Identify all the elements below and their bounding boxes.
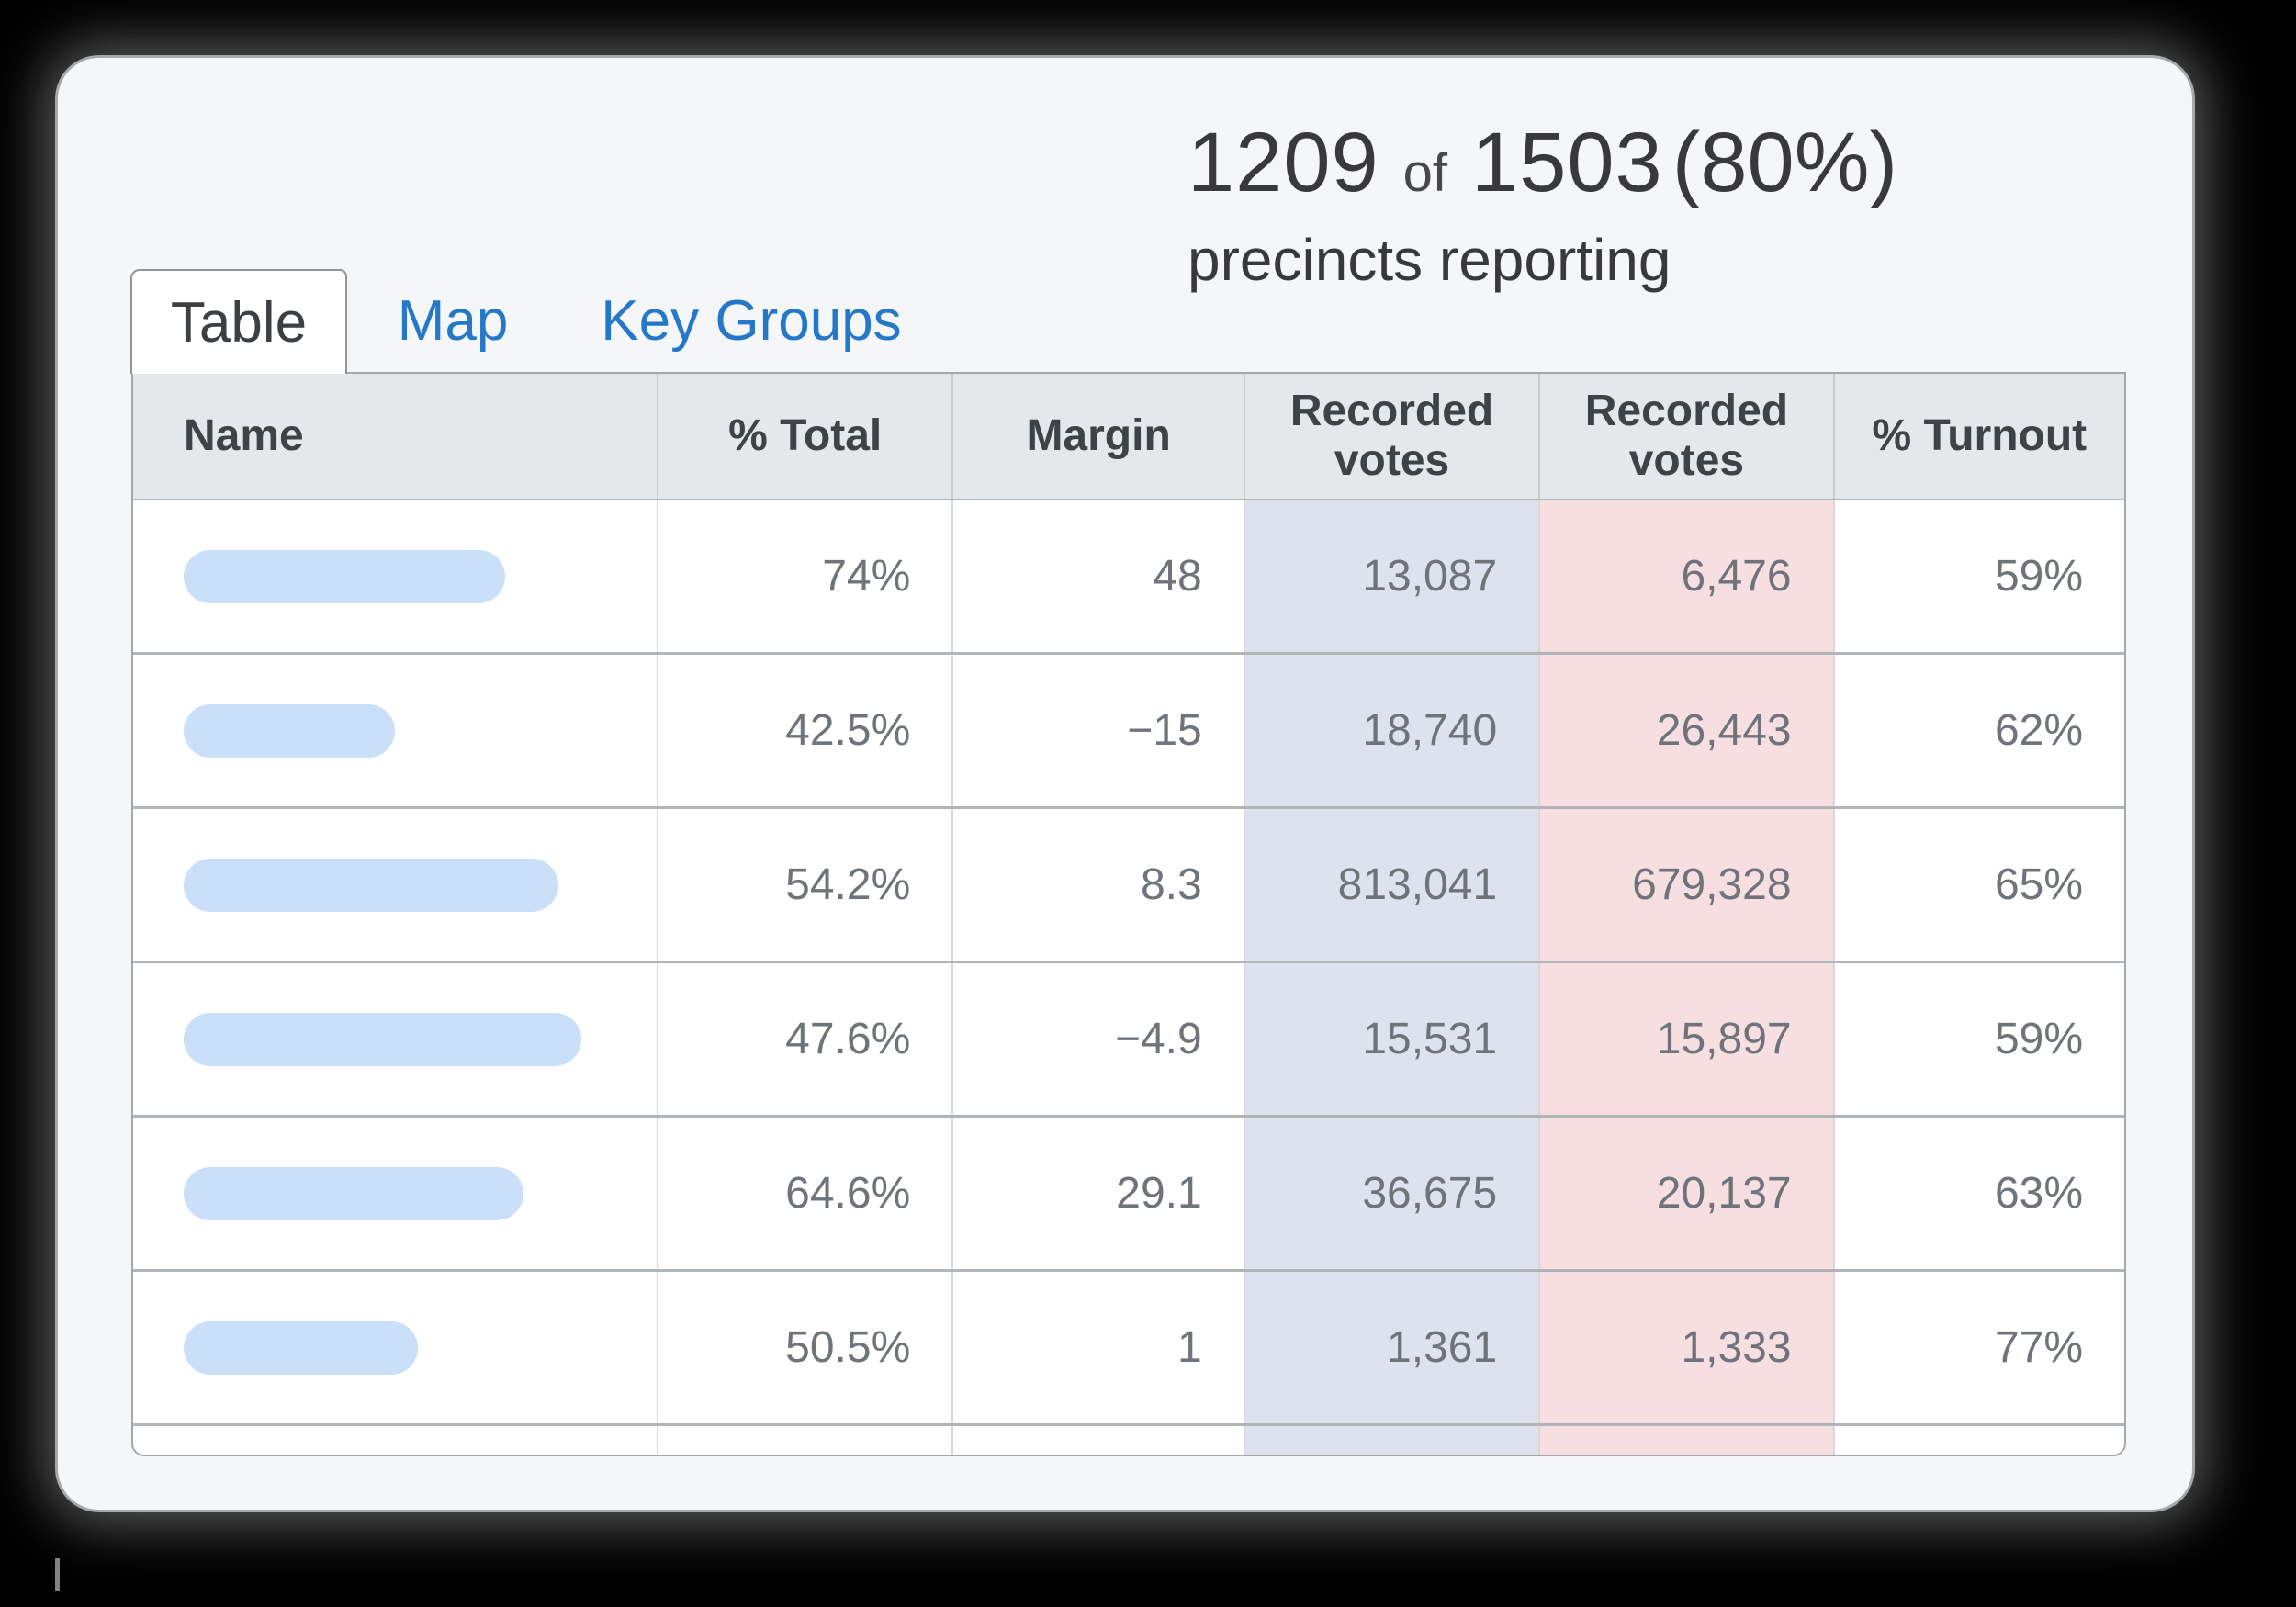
turnout-cell: 62% xyxy=(1994,706,2084,755)
tab-table[interactable]: Table xyxy=(130,269,347,374)
table-row[interactable]: 50.5% 1 1,361 1,333 77% xyxy=(133,1272,2124,1426)
votes-b-cell xyxy=(1540,1426,1835,1455)
table-row[interactable]: 64.6% 29.1 36,675 20,137 63% xyxy=(133,1118,2124,1272)
table-row-partial xyxy=(133,1426,2124,1455)
pct-total-cell xyxy=(658,1426,954,1455)
name-pill xyxy=(184,1012,581,1066)
column-header-margin: Margin xyxy=(953,374,1245,499)
edge-artifact xyxy=(55,1558,60,1591)
pct-total-cell: 50.5% xyxy=(658,1272,954,1423)
precincts-percent: (80%) xyxy=(1671,116,1898,209)
name-pill xyxy=(184,703,395,758)
votes-a-cell xyxy=(1244,1426,1541,1455)
column-header-pct-total: % Total xyxy=(658,374,954,499)
votes-a-cell: 1,361 xyxy=(1244,1272,1541,1423)
votes-a-cell: 36,675 xyxy=(1244,1118,1541,1269)
name-cell xyxy=(133,655,658,806)
votes-a-cell: 13,087 xyxy=(1244,500,1541,652)
turnout-cell xyxy=(1835,1426,2124,1455)
table-row[interactable]: 42.5% −15 18,740 26,443 62% xyxy=(133,655,2124,809)
turnout-cell: 59% xyxy=(1994,1015,2084,1063)
margin-cell: 48 xyxy=(953,500,1245,652)
precincts-reporting-stat: 1209 of 1503 (80%) precincts reporting xyxy=(1187,115,1897,294)
votes-b-cell: 26,443 xyxy=(1540,655,1835,806)
column-header-recorded-votes-a: Recorded votes xyxy=(1245,374,1541,499)
votes-b-cell: 15,897 xyxy=(1540,963,1835,1115)
name-cell xyxy=(133,963,658,1115)
name-pill xyxy=(184,1166,523,1220)
margin-cell xyxy=(953,1426,1245,1455)
table-row[interactable]: 74% 48 13,087 6,476 59% xyxy=(133,500,2124,655)
precincts-subtitle: precincts reporting xyxy=(1187,227,1671,293)
turnout-cell: 59% xyxy=(1994,552,2084,601)
turnout-cell: 63% xyxy=(1994,1169,2084,1218)
pct-total-cell: 74% xyxy=(658,500,954,652)
results-table-panel: Name % Total Margin Recorded votes Recor… xyxy=(131,372,2126,1456)
name-cell xyxy=(133,1272,658,1423)
name-cell xyxy=(133,1118,658,1269)
table-header-row: Name % Total Margin Recorded votes Recor… xyxy=(133,374,2124,500)
precincts-stat-line: 1209 of 1503 (80%) xyxy=(1187,115,1897,211)
results-card: 1209 of 1503 (80%) precincts reporting T… xyxy=(55,55,2195,1512)
of-label: of xyxy=(1402,143,1448,203)
tab-key-groups-label: Key Groups xyxy=(601,288,902,353)
pct-total-cell: 42.5% xyxy=(658,655,954,806)
name-pill xyxy=(184,549,505,603)
table-body: 74% 48 13,087 6,476 59% 42.5% −15 18,740… xyxy=(133,500,2124,1426)
tab-map[interactable]: Map xyxy=(379,269,526,372)
votes-a-cell: 18,740 xyxy=(1244,655,1541,806)
pct-total-cell: 47.6% xyxy=(658,963,954,1115)
tab-table-label: Table xyxy=(170,290,308,354)
tab-key-groups[interactable]: Key Groups xyxy=(581,269,921,372)
column-header-recorded-votes-b: Recorded votes xyxy=(1540,374,1835,499)
votes-b-cell: 20,137 xyxy=(1540,1118,1835,1269)
votes-b-cell: 1,333 xyxy=(1540,1272,1835,1423)
table-row[interactable]: 54.2% 8.3 813,041 679,328 65% xyxy=(133,809,2124,963)
turnout-cell: 77% xyxy=(1994,1323,2084,1372)
votes-a-cell: 15,531 xyxy=(1244,963,1541,1115)
pct-total-cell: 64.6% xyxy=(658,1118,954,1269)
name-pill xyxy=(184,1320,418,1375)
precincts-total-count: 1503 xyxy=(1471,116,1663,209)
name-cell xyxy=(133,1426,658,1455)
name-pill xyxy=(184,858,558,912)
votes-b-cell: 679,328 xyxy=(1540,809,1835,961)
margin-cell: 29.1 xyxy=(953,1118,1245,1269)
name-cell xyxy=(133,500,658,652)
turnout-cell: 65% xyxy=(1994,860,2084,909)
margin-cell: −15 xyxy=(953,655,1245,806)
column-header-name: Name xyxy=(133,374,659,499)
margin-cell: 1 xyxy=(953,1272,1245,1423)
name-cell xyxy=(133,809,658,961)
margin-cell: −4.9 xyxy=(953,963,1245,1115)
margin-cell: 8.3 xyxy=(953,809,1245,961)
pct-total-cell: 54.2% xyxy=(658,809,954,961)
votes-b-cell: 6,476 xyxy=(1540,500,1835,652)
votes-a-cell: 813,041 xyxy=(1244,809,1541,961)
column-header-pct-turnout: % Turnout xyxy=(1872,411,2088,461)
precincts-reported-count: 1209 xyxy=(1187,116,1379,209)
table-row[interactable]: 47.6% −4.9 15,531 15,897 59% xyxy=(133,963,2124,1118)
tab-map-label: Map xyxy=(397,288,509,353)
